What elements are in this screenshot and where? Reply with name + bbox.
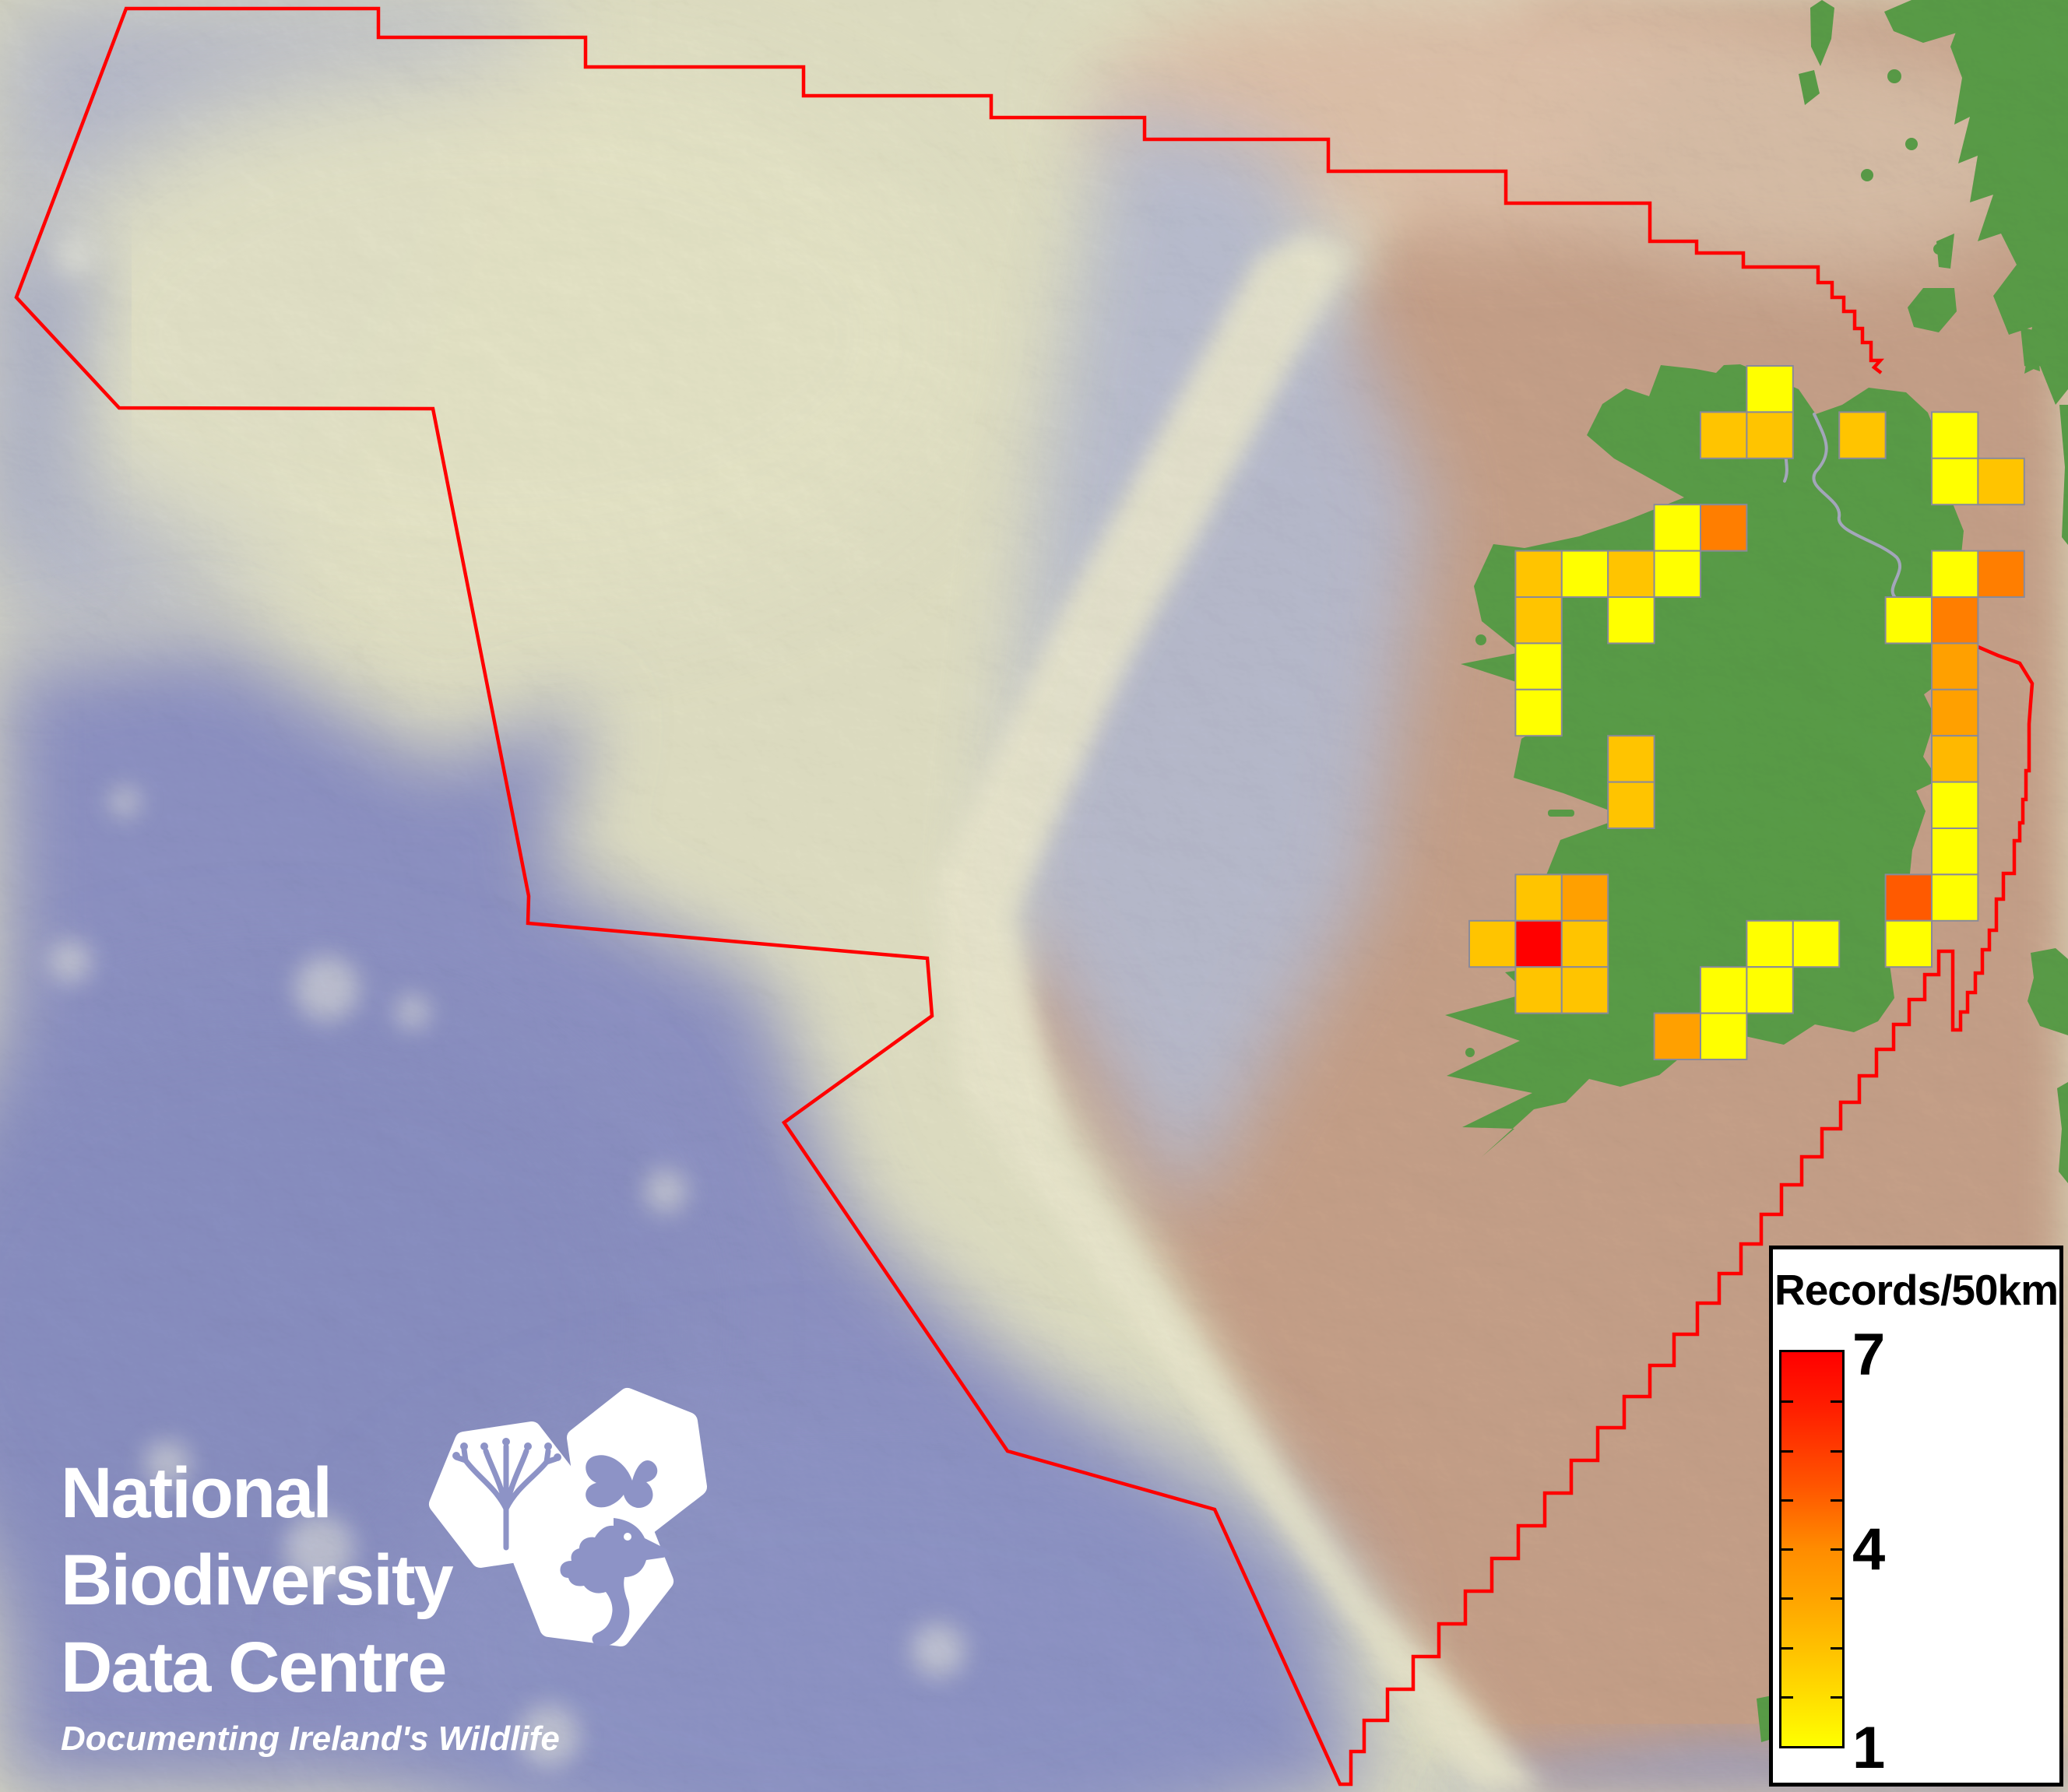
- grid-cell: [1931, 873, 1979, 922]
- legend-tick: [1781, 1499, 1793, 1502]
- grid-cell: [1700, 504, 1748, 552]
- grid-cell: [1838, 411, 1887, 459]
- legend-color-ramp: [1779, 1350, 1845, 1748]
- grid-cell: [1560, 919, 1609, 968]
- grid-cell: [1514, 873, 1563, 922]
- legend-tick: [1831, 1597, 1842, 1601]
- grid-cell: [1700, 411, 1748, 459]
- legend-box: Records/50km 7 4 1: [1769, 1246, 2063, 1787]
- grid-cell: [1746, 966, 1794, 1014]
- grid-cell: [1560, 966, 1609, 1014]
- org-name-line1: National: [61, 1453, 332, 1533]
- grid-cell: [1746, 919, 1794, 968]
- legend-max-label: 7: [1852, 1322, 1886, 1388]
- grid-cell: [1653, 1012, 1702, 1060]
- legend-tick: [1781, 1548, 1793, 1551]
- grid-cell: [1884, 919, 1933, 968]
- grid-cell: [1746, 411, 1794, 459]
- legend-tick: [1781, 1646, 1793, 1650]
- grid-cell: [1884, 873, 1933, 922]
- legend-mid-label: 4: [1852, 1516, 1886, 1583]
- grid-cell: [1792, 919, 1841, 968]
- legend-tick: [1831, 1548, 1842, 1551]
- grid-cell: [1931, 688, 1979, 737]
- legend-tick: [1831, 1400, 1842, 1404]
- legend-tick: [1781, 1695, 1793, 1699]
- grid-cell: [1514, 966, 1563, 1014]
- grid-cell: [1931, 411, 1979, 459]
- grid-cell: [1514, 688, 1563, 737]
- org-name-line3: Data Centre: [61, 1628, 447, 1707]
- grid-cell: [1514, 642, 1563, 690]
- butterfly-icon: [586, 1455, 658, 1509]
- grid-cell: [1607, 550, 1655, 598]
- plant-sprig-buds: [452, 1438, 561, 1461]
- grid-cell: [1700, 1012, 1748, 1060]
- grid-cell: [1746, 365, 1794, 413]
- grid-cell: [1931, 781, 1979, 829]
- seahorse-icon: [560, 1518, 670, 1646]
- grid-cell: [1607, 596, 1655, 645]
- legend-tick: [1781, 1449, 1793, 1453]
- grid-cell: [1560, 873, 1609, 922]
- grid-cell: [1653, 504, 1702, 552]
- grid-cell: [1931, 457, 1979, 506]
- org-tagline: Documenting Ireland's Wildlife: [61, 1720, 560, 1758]
- plant-sprig-icon: [453, 1443, 559, 1551]
- grid-cell: [1560, 550, 1609, 598]
- nbdc-logo-block: National Biodiversity Data Centre Docume…: [61, 1449, 560, 1762]
- grid-cell: [1931, 596, 1979, 645]
- seahorse-eye: [624, 1533, 631, 1541]
- org-name-line2: Biodiversity: [61, 1541, 454, 1620]
- grid-cell: [1700, 966, 1748, 1014]
- grid-cell: [1931, 642, 1979, 690]
- grid-cell: [1931, 827, 1979, 876]
- grid-cell: [1607, 735, 1655, 783]
- legend-title: Records/50km: [1774, 1266, 2059, 1314]
- grid-cell: [1607, 781, 1655, 829]
- grid-cell: [1977, 457, 2025, 506]
- grid-cell: [1514, 550, 1563, 598]
- grid-cell: [1514, 596, 1563, 645]
- grid-cell: [1468, 919, 1517, 968]
- legend-min-label: 1: [1852, 1715, 1886, 1781]
- grid-cell: [1653, 550, 1702, 598]
- grid-cell: [1931, 735, 1979, 783]
- legend-tick: [1831, 1449, 1842, 1453]
- legend-tick: [1831, 1695, 1842, 1699]
- legend-tick: [1781, 1400, 1793, 1404]
- grid-cell: [1977, 550, 2025, 598]
- legend-tick: [1781, 1597, 1793, 1601]
- grid-cells: [1468, 365, 2025, 1060]
- grid-cell: [1884, 596, 1933, 645]
- grid-cell: [1931, 550, 1979, 598]
- legend-tick: [1831, 1499, 1842, 1502]
- boundary-line: [14, 6, 2035, 1787]
- nbdc-hexagon-logo: [429, 1388, 707, 1646]
- legend-tick: [1831, 1646, 1842, 1650]
- grid-cell: [1514, 919, 1563, 968]
